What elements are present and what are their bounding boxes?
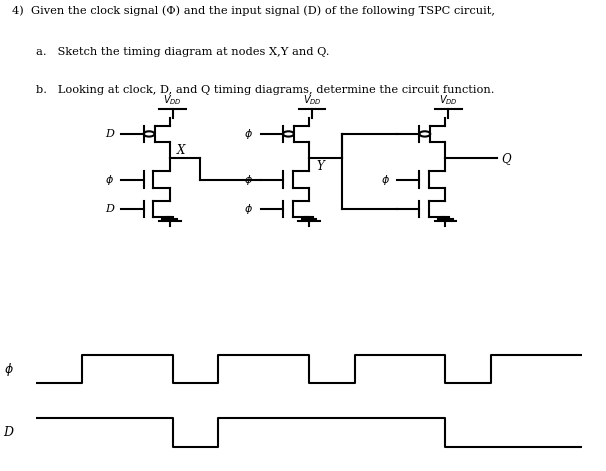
Text: a.   Sketch the timing diagram at nodes X,Y and Q.: a. Sketch the timing diagram at nodes X,… — [36, 47, 330, 57]
Text: D: D — [105, 204, 114, 214]
Text: Q: Q — [502, 152, 511, 165]
Text: Y: Y — [316, 160, 324, 173]
Text: $\phi$: $\phi$ — [4, 361, 14, 378]
Text: 4)  Given the clock signal (Φ) and the input signal (D) of the following TSPC ci: 4) Given the clock signal (Φ) and the in… — [12, 5, 495, 16]
Text: $\phi$: $\phi$ — [244, 202, 253, 216]
Text: D: D — [105, 129, 114, 139]
Text: $\phi$: $\phi$ — [244, 172, 253, 187]
Text: $\phi$: $\phi$ — [381, 172, 390, 187]
Text: D: D — [4, 426, 14, 439]
Text: X: X — [177, 144, 185, 157]
Text: $V_{DD}$: $V_{DD}$ — [302, 93, 322, 106]
Text: b.   Looking at clock, D, and Q timing diagrams, determine the circuit function.: b. Looking at clock, D, and Q timing dia… — [36, 85, 495, 95]
Text: $V_{DD}$: $V_{DD}$ — [439, 93, 458, 106]
Text: $V_{DD}$: $V_{DD}$ — [163, 93, 182, 106]
Text: $\phi$: $\phi$ — [244, 127, 253, 141]
Text: $\phi$: $\phi$ — [105, 172, 114, 187]
